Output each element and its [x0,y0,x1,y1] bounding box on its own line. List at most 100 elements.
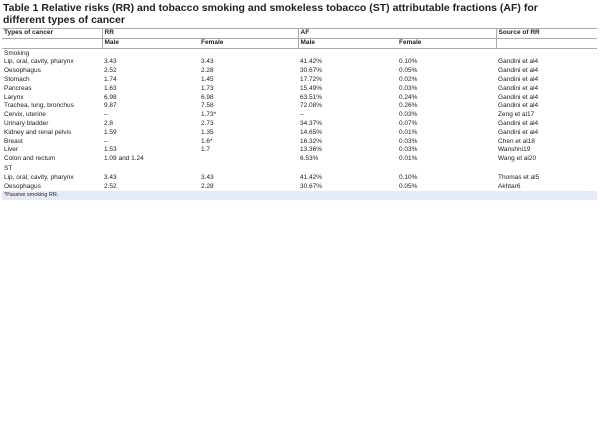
cell: Breast [4,137,23,145]
section-row: ST [2,164,597,174]
table-body: Smoking Lip, oral, cavity, pharynx 3.43 3.4… [2,48,597,201]
cell: Lip, oral, cavity, pharynx [4,58,74,66]
header-cell: Source of RR [495,28,597,39]
cell: Gandini et al4 [498,67,539,75]
cell: 3.43 [201,58,214,66]
cell: 2.28 [201,182,214,190]
cell: Oesophagus [4,67,41,75]
section-row: Smoking [2,48,597,58]
cell: 1.53 [104,146,117,154]
cell: 7.58 [201,102,214,110]
cell: 2.52 [104,67,117,75]
cell: 1.73 [201,84,214,92]
cell: 9.87 [104,102,117,110]
cell: Chen et al18 [498,137,535,145]
cell: 41.42% [300,173,323,181]
cell: Lip, oral, cavity, pharynx [4,173,74,181]
cell: 13.36% [300,146,323,154]
data-row: Liver 1.53 1.7 13.36% 0.03% Wanshni19 [2,146,597,155]
cell: Pancreas [4,84,32,92]
data-row: Oesophagus 2.52 2.28 30.67% 0.05% Gandini et … [2,67,597,76]
cell: 1.59 [104,128,117,136]
cell: 2.8 [104,119,114,127]
data-table: Types of cancer RR AF Source of RR Male … [2,28,597,201]
subheader-row: Male Female Male Female [2,37,597,49]
cell: 0.26% [399,102,418,110]
cell: 3.43 [104,173,117,181]
cell: Colon and rectum [4,155,56,163]
cell: 1.74 [104,75,117,83]
data-row: Oesophagus 2.52 2.28 30.67% 0.05% Akhtar6 [2,183,597,192]
cell [199,155,298,164]
header-cell: RR [101,28,299,39]
cell: 17.72% [300,75,323,83]
section-label: Smoking [4,49,30,57]
table-title: Table 1 Relative risks (RR) and tobacco … [3,2,538,26]
cell: 0.03% [399,111,418,119]
subheader-cell: Female [199,37,299,49]
cell: 2.28 [201,67,214,75]
cell: 0.01% [399,155,418,163]
cell: 1.63 [104,84,117,92]
data-row: Pancreas 1.63 1.73 15.49% 0.03% Gandini et al… [2,85,597,94]
data-row: Cervix, uterine – 1.73* – 0.03% Zeng et al17 [2,111,597,120]
cell: 2.73 [201,119,214,127]
cell: 0.10% [399,173,418,181]
cell: 0.07% [399,119,418,127]
cell: 0.24% [399,93,418,101]
cell: Gandini et al4 [498,102,539,110]
cell: 6.53% [300,155,319,163]
cell: Trachea, lung, bronchus [4,102,74,110]
cell: Gandini et al4 [498,58,539,66]
cell: 0.01% [399,128,418,136]
cell: 1.35 [201,128,214,136]
cell: Liver [4,146,19,154]
cell: 1.45 [201,75,214,83]
cell: 1.6* [201,137,213,145]
cell: 2.52 [104,182,117,190]
cell: – [104,111,108,119]
cell: 0.05% [399,182,418,190]
cell: 63.51% [300,93,323,101]
cell: 1.73* [201,111,217,119]
cell: Gandini et al4 [498,93,539,101]
cell: 30.67% [300,67,323,75]
cell: Gandini et al4 [498,128,539,136]
header-row: Types of cancer RR AF Source of RR [2,28,597,39]
cell: 0.05% [399,67,418,75]
cell: 0.10% [399,58,418,66]
cell: 0.03% [399,84,418,92]
cell: Larynx [4,93,24,101]
cell: – [104,137,108,145]
subheader-cell: Female [397,37,497,49]
data-row: Trachea, lung, bronchus 9.87 7.58 72.08% 0.2… [2,102,597,111]
section-label: ST [4,164,13,172]
cell: 3.43 [104,58,117,66]
data-row: Colon and rectum 1.09 and 1.24 6.53% 0.01% W… [2,155,597,164]
cell: 6.98 [201,93,214,101]
data-row: Urinary bladder 2.8 2.73 34.37% 0.07% Gandini… [2,120,597,129]
header-cell [2,37,102,49]
cell: 0.03% [399,137,418,145]
cell: 15.49% [300,84,323,92]
cell: Gandini et al4 [498,75,539,83]
cell: 34.37% [300,119,323,127]
cell: Oesophagus [4,182,41,190]
data-row: Stomach 1.74 1.45 17.72% 0.02% Gandini et al4 [2,76,597,85]
cell: Urinary bladder [4,119,49,127]
cell: 41.42% [300,58,323,66]
subheader-cell: Male [101,37,199,49]
cell: Wanshni19 [498,146,531,154]
cell: 1.7 [201,146,211,154]
cell: 6.98 [104,93,117,101]
cell: Cervix, uterine [4,111,46,119]
cell: Zeng et al17 [498,111,535,119]
cell: Akhtar6 [498,182,521,190]
cell: 0.02% [399,75,418,83]
cell: 1.09 and 1.24 [104,155,144,163]
subheader-cell: Male [297,37,398,49]
data-row: Lip, oral, cavity, pharynx 3.43 3.43 41.42%… [2,58,597,67]
cell: Wang et al20 [498,155,537,163]
cell: Kidney and renal pelvis [4,128,72,136]
cell: 3.43 [201,173,214,181]
